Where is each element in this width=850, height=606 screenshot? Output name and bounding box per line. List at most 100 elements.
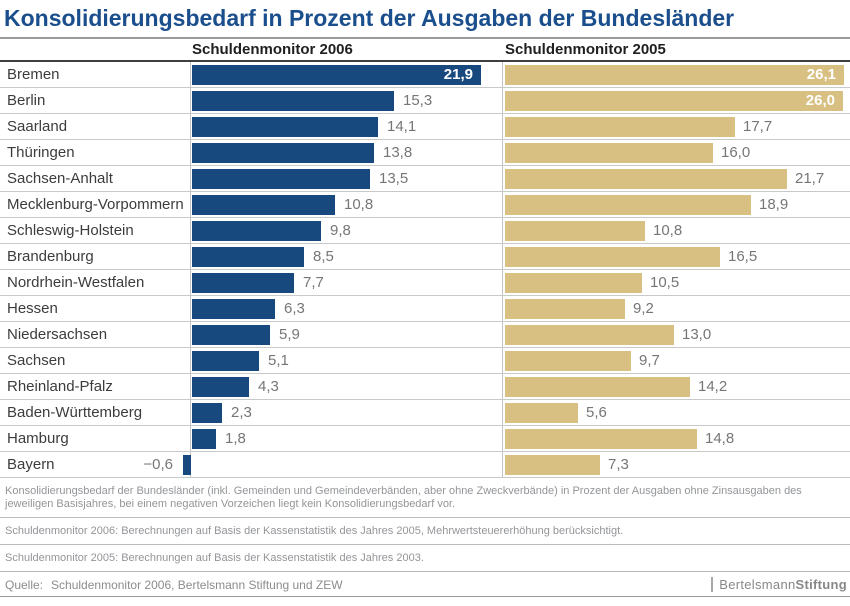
- table-row: Sachsen-Anhalt 13,5 21,7: [0, 166, 850, 192]
- value-label: 10,8: [653, 222, 683, 239]
- value-label: 13,8: [383, 144, 413, 161]
- bar-2006: [192, 273, 294, 293]
- bottom-divider: [0, 596, 850, 597]
- bar-2005: 26,0: [505, 91, 843, 111]
- title-divider: [0, 37, 850, 39]
- value-label: 7,3: [608, 456, 629, 473]
- logo-text-stiftung: Stiftung: [795, 577, 847, 592]
- bar-cell-2006: 13,5: [191, 166, 502, 191]
- column-header-2006: Schuldenmonitor 2006: [192, 41, 353, 58]
- value-label: 5,9: [279, 326, 300, 343]
- table-row: Schleswig-Holstein 9,8 10,8: [0, 218, 850, 244]
- bar-cell-2005: 5,6: [502, 400, 850, 425]
- value-label: 14,1: [387, 118, 417, 135]
- source-text: Quelle: Schuldenmonitor 2006, Bertelsmann…: [5, 578, 343, 592]
- source-label: Quelle:: [5, 577, 44, 592]
- bar-2005: [505, 117, 735, 137]
- bar-cell-2006: 1,8: [191, 426, 502, 451]
- table-row: Baden-Württemberg 2,3 5,6: [0, 400, 850, 426]
- state-label: Hamburg: [0, 426, 191, 451]
- table-row: Berlin 15,3 26,0: [0, 88, 850, 114]
- bar-2005: [505, 351, 631, 371]
- bar-2006: [192, 299, 275, 319]
- state-label: Thüringen: [0, 140, 191, 165]
- table-row: Rheinland-Pfalz 4,3 14,2: [0, 374, 850, 400]
- value-label: 14,8: [705, 430, 735, 447]
- bar-2005: [505, 247, 720, 267]
- bar-cell-2006: 7,7: [191, 270, 502, 295]
- bar-cell-2006: 21,9: [191, 62, 502, 87]
- value-label: 5,1: [268, 352, 289, 369]
- bar-cell-2006: 8,5: [191, 244, 502, 269]
- column-headers: Schuldenmonitor 2006 Schuldenmonitor 200…: [0, 39, 850, 60]
- bar-2006: [192, 325, 270, 345]
- bar-chart: Bremen 21,9 26,1 Berlin 15,3 26,0 Saarland 14,1…: [0, 62, 850, 478]
- bar-2006: [192, 117, 378, 137]
- state-label: Brandenburg: [0, 244, 191, 269]
- bar-cell-2006: 10,8: [191, 192, 502, 217]
- value-label: 13,0: [682, 326, 712, 343]
- bar-2005: [505, 195, 751, 215]
- bar-2005: [505, 221, 645, 241]
- bar-cell-2006: 5,1: [191, 348, 502, 373]
- bar-cell-2006: 4,3: [191, 374, 502, 399]
- value-label: 21,7: [795, 170, 825, 187]
- state-label: Baden-Württemberg: [0, 400, 191, 425]
- value-label: 21,9: [443, 66, 473, 83]
- bar-2006: [192, 169, 370, 189]
- bar-cell-2005: 14,2: [502, 374, 850, 399]
- bar-cell-2005: 16,0: [502, 140, 850, 165]
- bertelsmann-stiftung-logo: Bertelsmann Stiftung: [711, 577, 847, 592]
- source-value: Schuldenmonitor 2006, Bertelsmann Stiftu…: [51, 577, 343, 592]
- bar-cell-2005: 21,7: [502, 166, 850, 191]
- state-label: Niedersachsen: [0, 322, 191, 347]
- bar-cell-2006: 2,3: [191, 400, 502, 425]
- bar-2006: [192, 351, 259, 371]
- value-label: 9,2: [633, 300, 654, 317]
- bar-2006: [192, 91, 394, 111]
- table-row: Hessen 6,3 9,2: [0, 296, 850, 322]
- bar-2006: [192, 429, 216, 449]
- bar-2005: [505, 299, 625, 319]
- bar-2006: [192, 403, 222, 423]
- state-label: Sachsen: [0, 348, 191, 373]
- state-label: Mecklenburg-Vorpommern: [0, 192, 191, 217]
- bar-cell-2005: 10,5: [502, 270, 850, 295]
- footnote-2006: Schuldenmonitor 2006: Berechnungen auf B…: [5, 525, 624, 537]
- bar-cell-2005: 16,5: [502, 244, 850, 269]
- footnote-divider: [0, 517, 850, 518]
- value-label: 17,7: [743, 118, 773, 135]
- bar-cell-2005: 26,0: [502, 88, 850, 113]
- bar-cell-2006: 9,8: [191, 218, 502, 243]
- value-label: 1,8: [225, 430, 246, 447]
- state-label: Hessen: [0, 296, 191, 321]
- table-row: Hamburg 1,8 14,8: [0, 426, 850, 452]
- bar-2005: [505, 143, 713, 163]
- value-label: 2,3: [231, 404, 252, 421]
- header-divider: [0, 60, 850, 62]
- value-label: 26,0: [805, 92, 835, 109]
- value-label: 10,5: [650, 274, 680, 291]
- footnote-divider: [0, 544, 850, 545]
- bar-2006: [192, 143, 374, 163]
- value-label: 10,8: [344, 196, 374, 213]
- value-label: 4,3: [258, 378, 279, 395]
- state-label: Sachsen-Anhalt: [0, 166, 191, 191]
- value-label: 8,5: [313, 248, 334, 265]
- table-row: Mecklenburg-Vorpommern 10,8 18,9: [0, 192, 850, 218]
- bar-2005: [505, 429, 697, 449]
- bar-cell-2006: 13,8: [191, 140, 502, 165]
- value-label: 16,0: [721, 144, 751, 161]
- value-label: 16,5: [728, 248, 758, 265]
- bar-2005: [505, 169, 787, 189]
- bar-2005: 26,1: [505, 65, 844, 85]
- state-label: Rheinland-Pfalz: [0, 374, 191, 399]
- state-label: Saarland: [0, 114, 191, 139]
- bar-cell-2005: 17,7: [502, 114, 850, 139]
- bar-2006: [192, 377, 249, 397]
- table-row: Sachsen 5,1 9,7: [0, 348, 850, 374]
- page-title: Konsolidierungsbedarf in Prozent der Aus…: [4, 5, 735, 31]
- bar-cell-2005: 7,3: [502, 452, 850, 477]
- bar-2006: [183, 455, 191, 475]
- source-row: Quelle: Schuldenmonitor 2006, Bertelsmann…: [0, 572, 850, 596]
